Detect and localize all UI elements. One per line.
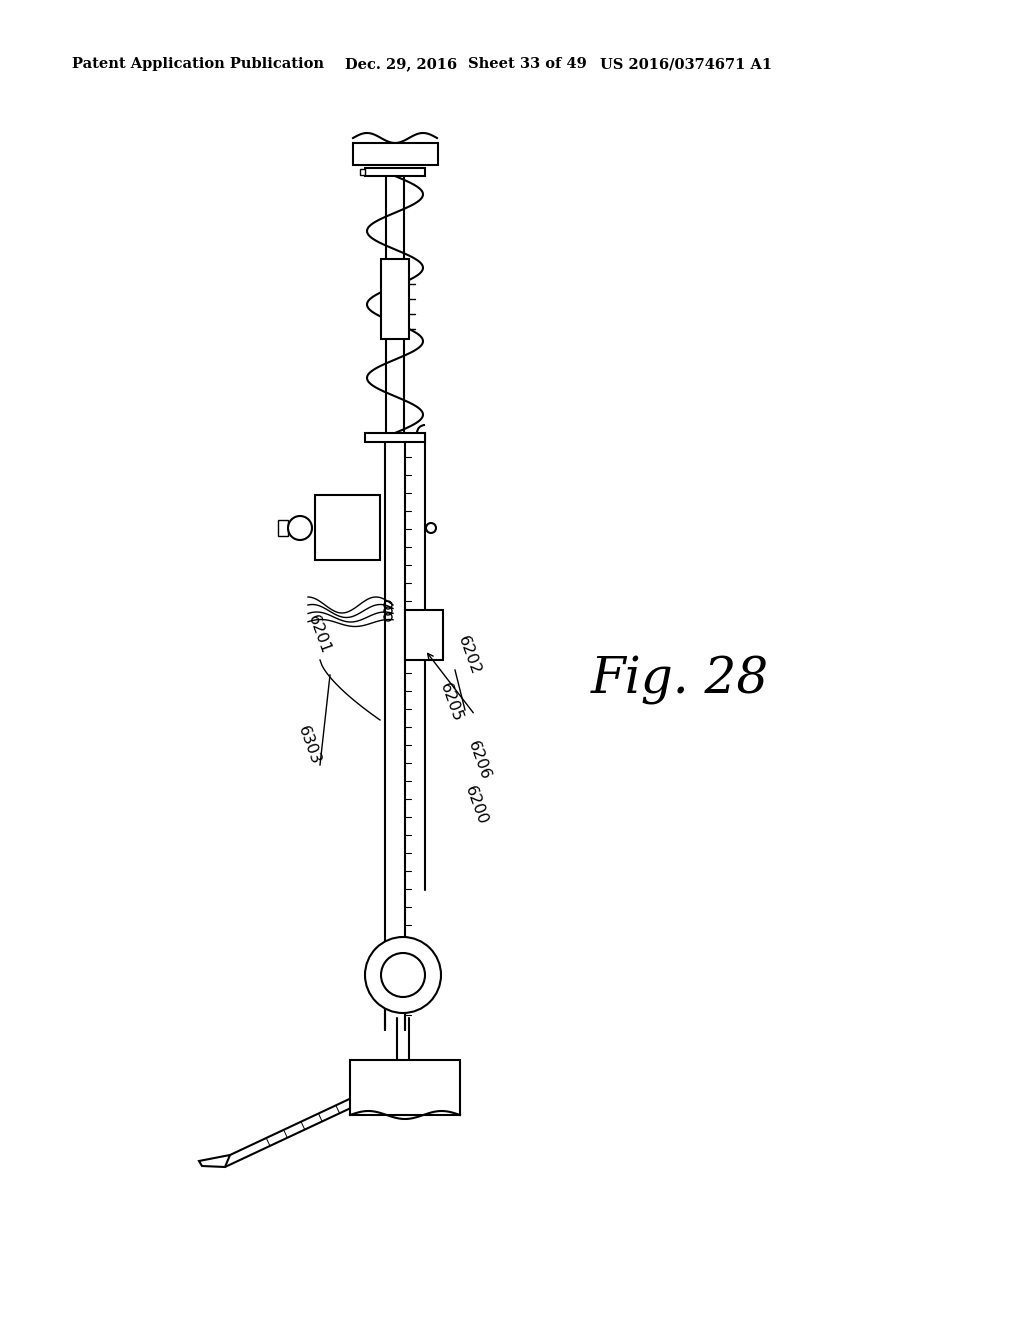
Text: 6206: 6206 (465, 738, 493, 781)
Bar (278, 520, 288, 536)
Bar (365, 433, 425, 442)
Bar (353, 143, 438, 165)
Circle shape (381, 953, 425, 997)
Text: Patent Application Publication: Patent Application Publication (72, 57, 324, 71)
Bar (365, 168, 425, 176)
Text: 6202: 6202 (455, 634, 483, 677)
Circle shape (288, 516, 312, 540)
Text: 6200: 6200 (462, 783, 489, 826)
Text: 6201: 6201 (305, 614, 333, 656)
Text: 6303: 6303 (295, 723, 323, 767)
Polygon shape (391, 1073, 415, 1111)
Bar (315, 495, 380, 560)
Polygon shape (199, 1155, 230, 1167)
Circle shape (426, 523, 436, 533)
Text: 6205: 6205 (437, 680, 465, 723)
Bar (350, 1060, 460, 1115)
Circle shape (365, 937, 441, 1012)
Text: Dec. 29, 2016: Dec. 29, 2016 (345, 57, 457, 71)
Bar (406, 610, 443, 660)
Text: Sheet 33 of 49: Sheet 33 of 49 (468, 57, 587, 71)
Text: US 2016/0374671 A1: US 2016/0374671 A1 (600, 57, 772, 71)
Bar (381, 259, 409, 339)
Bar (360, 169, 365, 176)
Text: Fig. 28: Fig. 28 (591, 655, 769, 705)
